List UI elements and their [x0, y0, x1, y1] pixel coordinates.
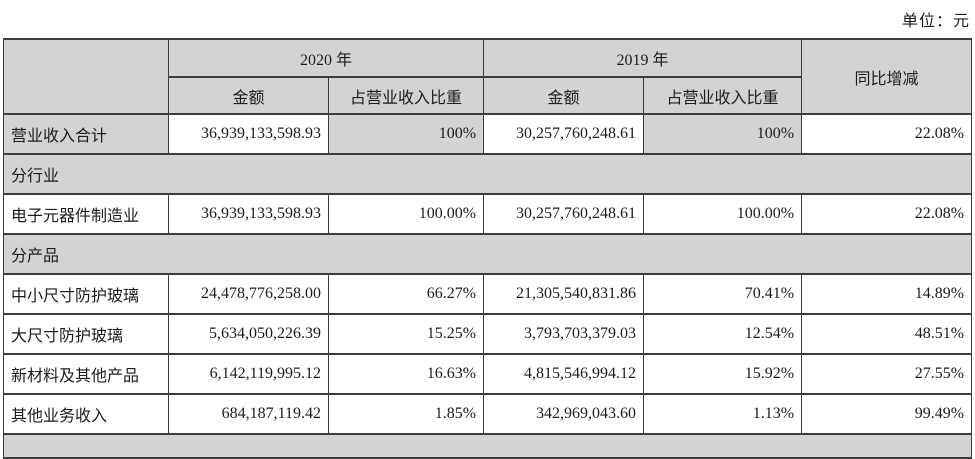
ratio-2020-cell: 100.00%: [327, 193, 485, 235]
amount-2020-cell: 24,478,776,258.00: [168, 273, 329, 315]
header-amount-2020: 金额: [168, 76, 329, 115]
yoy-cell: 22.08%: [801, 113, 973, 155]
amount-2019-cell: 21,305,540,831.86: [483, 273, 645, 315]
header-ratio-2019: 占营业收入比重: [643, 76, 803, 115]
row-label: 大尺寸防护玻璃: [3, 313, 169, 355]
row-label: 电子元器件制造业: [3, 193, 169, 235]
ratio-2019-cell: 70.41%: [643, 273, 803, 315]
ratio-2020-cell: 100%: [327, 113, 485, 155]
ratio-2020-cell: 16.63%: [327, 353, 485, 395]
ratio-2019-cell: 1.13%: [643, 393, 803, 435]
table-row-other-business: 其他业务收入 684,187,119.42 1.85% 342,969,043.…: [3, 393, 973, 435]
amount-2020-cell: 36,939,133,598.93: [168, 193, 329, 235]
table-row-small-medium-glass: 中小尺寸防护玻璃 24,478,776,258.00 66.27% 21,305…: [3, 273, 973, 315]
row-label: 新材料及其他产品: [3, 353, 169, 395]
yoy-cell: 48.51%: [801, 313, 973, 355]
ratio-2019-cell: 100.00%: [643, 193, 803, 235]
ratio-2019-cell: 100%: [643, 113, 803, 155]
amount-2019-cell: 30,257,760,248.61: [483, 113, 645, 155]
ratio-2019-cell: 15.92%: [643, 353, 803, 395]
yoy-cell: 27.55%: [801, 353, 973, 395]
amount-2019-cell: 4,815,546,994.12: [483, 353, 645, 395]
header-ratio-2020: 占营业收入比重: [327, 76, 485, 115]
section-label-product: 分产品: [2, 233, 973, 275]
unit-label: 单位：元: [901, 13, 970, 30]
revenue-breakdown-table: 2020 年 2019 年 同比增减 金额 占营业收入比重 金额 占营业收入比重…: [2, 38, 973, 459]
table-row-electronic-components: 电子元器件制造业 36,939,133,598.93 100.00% 30,25…: [3, 193, 973, 235]
row-label: 其他业务收入: [3, 393, 169, 435]
cropped-next-row: [2, 433, 973, 459]
amount-2019-cell: 342,969,043.60: [483, 393, 645, 435]
header-year-2020: 2020 年: [167, 38, 485, 78]
table-row-total-revenue: 营业收入合计 36,939,133,598.93 100% 30,257,760…: [3, 113, 973, 155]
yoy-cell: 22.08%: [801, 193, 973, 235]
header-row-years: 2020 年 2019 年 同比增减: [3, 38, 973, 115]
ratio-2019-cell: 12.54%: [643, 313, 803, 355]
cropped-next-row-cell: [2, 433, 973, 459]
table-header: 2020 年 2019 年 同比增减 金额 占营业收入比重 金额 占营业收入比重: [3, 38, 973, 115]
header-amount-2019: 金额: [483, 76, 645, 115]
table-row-new-materials: 新材料及其他产品 6,142,119,995.12 16.63% 4,815,5…: [3, 353, 973, 395]
section-row-industry: 分行业: [2, 153, 973, 195]
ratio-2020-cell: 1.85%: [327, 393, 485, 435]
amount-2020-cell: 684,187,119.42: [168, 393, 329, 435]
row-label: 营业收入合计: [3, 113, 169, 155]
header-row-metrics: 金额 占营业收入比重 金额 占营业收入比重: [4, 76, 972, 115]
corner-empty-cell: [3, 38, 169, 115]
amount-2020-cell: 36,939,133,598.93: [168, 113, 329, 155]
ratio-2020-cell: 66.27%: [327, 273, 485, 315]
ratio-2020-cell: 15.25%: [327, 313, 485, 355]
header-yoy-change: 同比增减: [801, 38, 973, 115]
amount-2020-cell: 5,634,050,226.39: [168, 313, 329, 355]
amount-2019-cell: 30,257,760,248.61: [483, 193, 645, 235]
amount-2019-cell: 3,793,703,379.03: [483, 313, 645, 355]
yoy-cell: 14.89%: [801, 273, 973, 315]
row-label: 中小尺寸防护玻璃: [3, 273, 169, 315]
amount-2020-cell: 6,142,119,995.12: [168, 353, 329, 395]
header-year-2019: 2019 年: [483, 38, 803, 78]
section-row-product: 分产品: [2, 233, 973, 275]
section-label-industry: 分行业: [2, 153, 973, 195]
yoy-cell: 99.49%: [801, 393, 973, 435]
table-row-large-glass: 大尺寸防护玻璃 5,634,050,226.39 15.25% 3,793,70…: [3, 313, 973, 355]
